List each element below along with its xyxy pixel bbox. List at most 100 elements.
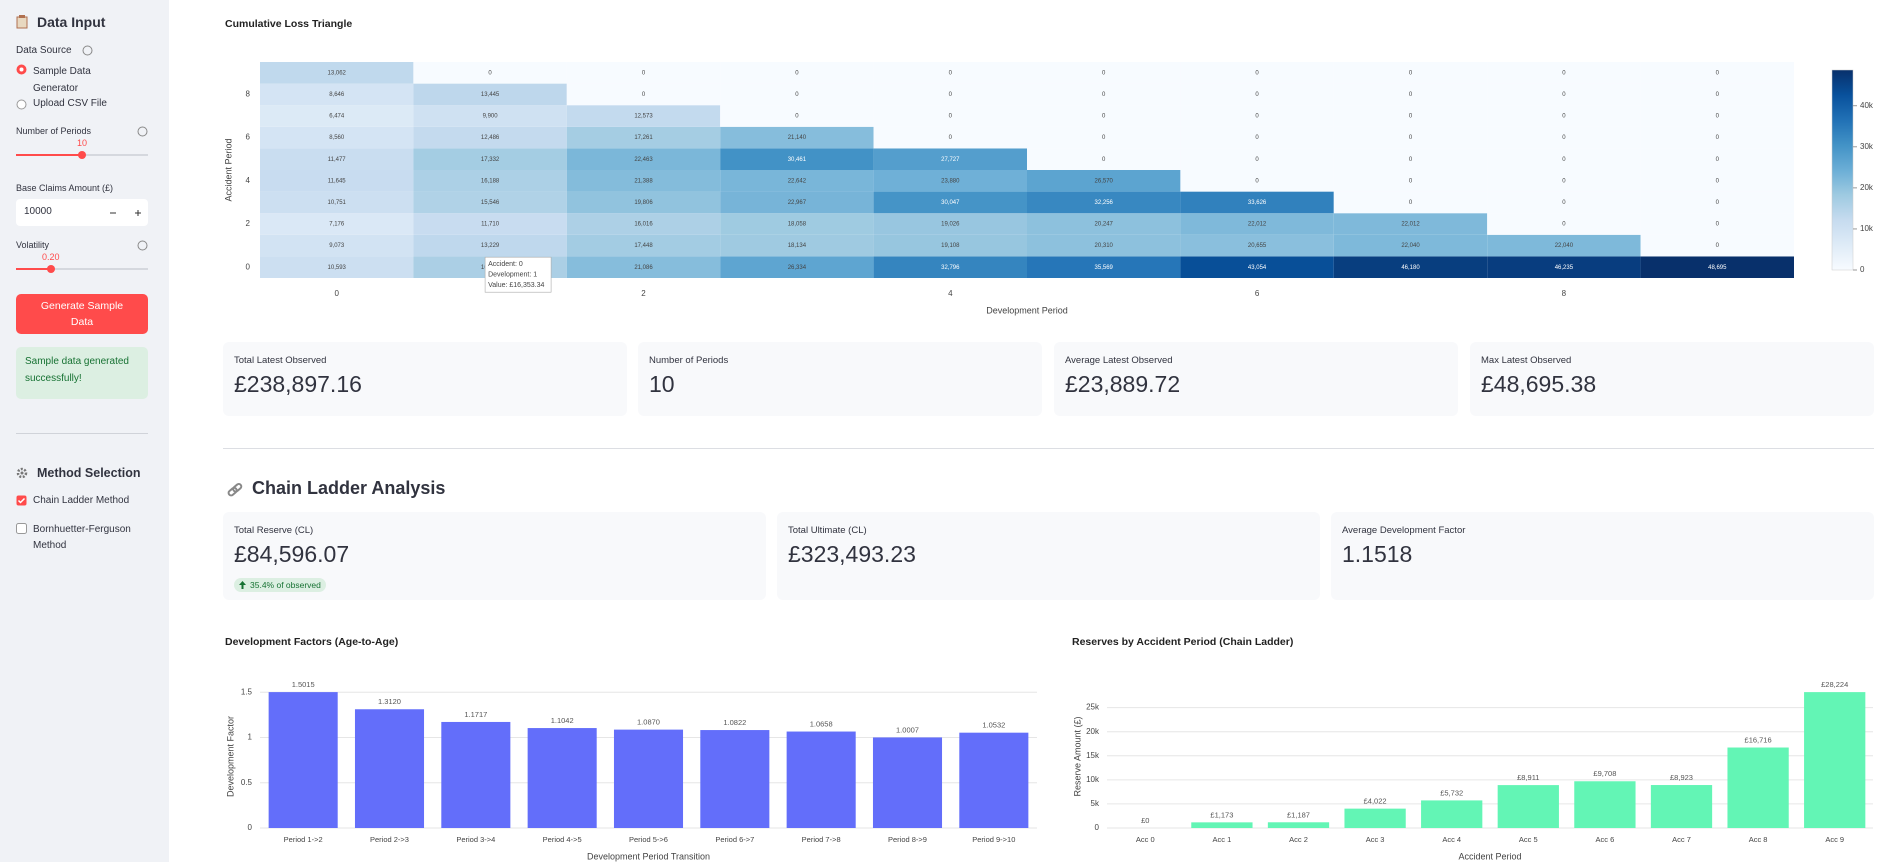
checkbox-unchecked[interactable] bbox=[16, 523, 27, 534]
cell-label: 0 bbox=[1562, 178, 1566, 184]
cell-label: 13,229 bbox=[481, 243, 500, 249]
cell-label: 22,012 bbox=[1401, 222, 1420, 228]
cell-label: 17,448 bbox=[634, 243, 653, 249]
help-icon[interactable] bbox=[137, 126, 148, 137]
base-label: Base Claims Amount (£) bbox=[16, 183, 114, 193]
heatmap-cell bbox=[1640, 105, 1794, 127]
metric-value: 1.1518 bbox=[1342, 541, 1413, 567]
value-label: £1,173 bbox=[1210, 810, 1233, 819]
bar bbox=[1574, 781, 1636, 828]
sidebar-title: Data Input bbox=[37, 14, 106, 30]
x-tick-label: Period 6->7 bbox=[715, 835, 754, 844]
cell-label: 0 bbox=[1409, 178, 1413, 184]
chart-title: Cumulative Loss Triangle bbox=[225, 18, 352, 30]
heatmap-cell bbox=[873, 234, 1027, 257]
heatmap-cell bbox=[720, 148, 874, 170]
cell-label: 23,880 bbox=[941, 178, 960, 184]
bar bbox=[354, 709, 425, 828]
help-icon[interactable] bbox=[137, 240, 148, 251]
generate-button[interactable]: Generate Sample Data bbox=[16, 294, 148, 334]
x-tick-label: Period 7->8 bbox=[802, 835, 841, 844]
checkbox-checked[interactable] bbox=[16, 495, 27, 506]
stepper[interactable] bbox=[108, 208, 144, 218]
heatmap-cell bbox=[1180, 191, 1334, 214]
tooltip-line: Development: 1 bbox=[488, 272, 537, 279]
metric-value: 10 bbox=[649, 371, 675, 397]
heatmap-cell bbox=[260, 191, 414, 214]
cell-label: 10,593 bbox=[328, 265, 347, 271]
value-label: 1.1042 bbox=[551, 716, 574, 725]
cell-label: 18,134 bbox=[788, 243, 807, 249]
y-tick-label: 0 bbox=[1095, 823, 1100, 832]
cell-label: 16,188 bbox=[481, 178, 500, 184]
divider bbox=[223, 448, 1874, 449]
heatmap-cell bbox=[1487, 83, 1641, 106]
x-tick-label: Period 3->4 bbox=[456, 835, 495, 844]
periods-label: Number of Periods bbox=[16, 126, 92, 136]
heatmap-cell bbox=[1640, 256, 1794, 278]
success-alert: Sample data generated successfully! bbox=[16, 347, 148, 399]
radio-selected[interactable] bbox=[16, 64, 27, 75]
cell-label: 13,062 bbox=[328, 70, 347, 76]
method-option[interactable]: Chain Ladder Method bbox=[33, 495, 130, 506]
x-tick-label: Acc 5 bbox=[1519, 835, 1538, 844]
heatmap-cell bbox=[1027, 126, 1181, 149]
heatmap-cell bbox=[1180, 213, 1334, 235]
value-label: 1.0532 bbox=[982, 721, 1005, 730]
heatmap-cell bbox=[873, 126, 1027, 149]
value-label: 1.5015 bbox=[292, 680, 315, 689]
heatmap-cell bbox=[1333, 83, 1488, 106]
heatmap-cell bbox=[566, 256, 721, 278]
delta-arrow bbox=[239, 581, 246, 589]
metric-label: Total Ultimate (CL) bbox=[788, 525, 867, 536]
metric-label: Average Development Factor bbox=[1342, 525, 1466, 536]
help-icon[interactable] bbox=[82, 45, 93, 56]
cell-label: 0 bbox=[1102, 135, 1106, 141]
cell-label: 0 bbox=[1409, 70, 1413, 76]
cell-label: 0 bbox=[642, 92, 646, 98]
periods-slider[interactable] bbox=[16, 150, 150, 160]
value-label: 1.0658 bbox=[810, 720, 833, 729]
radio-unselected[interactable] bbox=[16, 99, 27, 110]
heatmap-cell bbox=[1027, 256, 1181, 278]
heatmap-cell bbox=[873, 170, 1027, 192]
colorbar-label: 0 bbox=[1860, 265, 1865, 274]
heatmap-cell bbox=[720, 105, 874, 127]
volatility-label: Volatility bbox=[16, 240, 50, 250]
method-option[interactable]: Bornhuetter-Ferguson Method bbox=[33, 524, 131, 551]
heatmap-cell bbox=[413, 126, 567, 149]
volatility-slider[interactable] bbox=[16, 264, 150, 274]
value-label: £8,923 bbox=[1670, 773, 1693, 782]
heatmap-cell bbox=[1333, 213, 1488, 235]
heatmap-cell bbox=[873, 191, 1027, 214]
heatmap-cell bbox=[260, 234, 414, 257]
bar bbox=[268, 692, 338, 828]
cell-label: 21,086 bbox=[634, 265, 653, 271]
x-tick-label: Period 4->5 bbox=[543, 835, 582, 844]
radio-option[interactable]: Upload CSV File bbox=[33, 98, 107, 109]
heatmap-cell bbox=[1640, 170, 1794, 192]
heatmap-cell bbox=[1640, 126, 1794, 149]
slider-value: 10 bbox=[77, 138, 88, 148]
heatmap-cell bbox=[1487, 170, 1641, 192]
heatmap-cell bbox=[1333, 234, 1488, 257]
heatmap-cell bbox=[1640, 62, 1794, 84]
heatmap-cell bbox=[413, 191, 567, 214]
metric-value: £48,695.38 bbox=[1481, 371, 1597, 397]
y-tick-label: 4 bbox=[246, 176, 251, 185]
radio-option[interactable]: Sample Data Generator bbox=[33, 66, 91, 94]
metric-value: £323,493.23 bbox=[788, 541, 916, 567]
cell-label: 16,016 bbox=[634, 222, 653, 228]
colorbar-label: 30k bbox=[1860, 142, 1874, 151]
cell-label: 32,796 bbox=[941, 265, 960, 271]
cell-label: 0 bbox=[1102, 114, 1106, 120]
number-input[interactable]: 10000 bbox=[16, 199, 148, 226]
cell-label: 21,140 bbox=[788, 135, 807, 141]
heatmap-cell bbox=[1027, 148, 1181, 170]
heatmap-cell bbox=[720, 256, 874, 278]
value-label: £28,224 bbox=[1821, 680, 1848, 689]
heatmap-cell bbox=[1487, 126, 1641, 149]
heatmap-cell bbox=[1027, 62, 1181, 84]
metric-value: £23,889.72 bbox=[1065, 371, 1181, 397]
bar bbox=[786, 731, 856, 828]
